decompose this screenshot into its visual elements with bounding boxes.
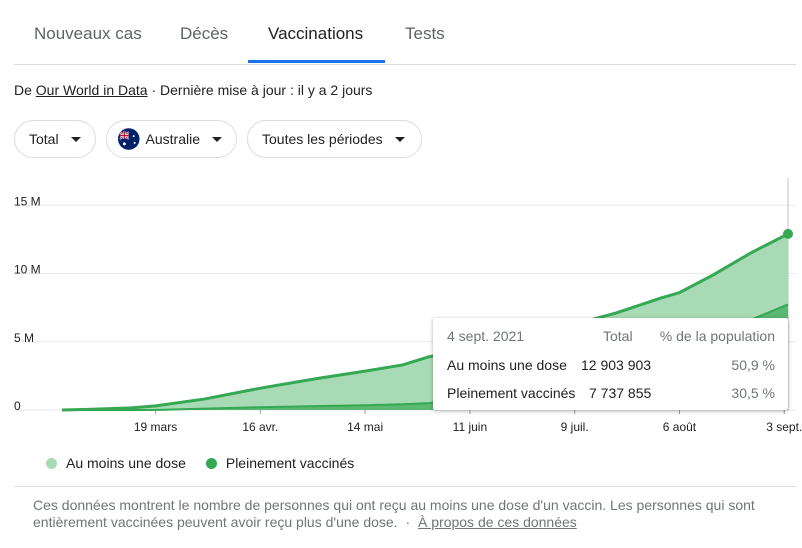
x-tick-label: 6 août [663,420,697,434]
tooltip-header: % de la population [659,328,775,344]
tooltip-percent: 30,5 % [731,385,775,401]
legend-swatch [46,457,57,469]
active-tab-indicator [248,60,385,63]
tooltip-date: 4 sept. 2021 [447,328,525,344]
tooltip-series: Pleinement vaccinés [447,385,576,401]
tooltip-total: 7 737 855 [589,385,652,401]
caret [70,136,81,142]
dropdown-label: Toutes les périodes [262,131,383,147]
x-tick-label: 14 mai [347,420,383,434]
caret [212,136,222,142]
dropdown-label: Australie [145,131,200,147]
footer-text: Ces données montrent le nombre de person… [33,497,755,530]
tooltip-percent: 50,9 % [731,357,775,373]
legend-swatch [205,457,217,469]
legend-label: Au moins une dose [66,455,186,471]
tooltip: 4 sept. 2021 Total % de la population Au… [433,318,788,410]
y-tick-label: 10 M [14,263,41,277]
legend-item[interactable]: Au moins une dose [46,455,186,471]
tab[interactable]: Nouveaux cas [34,24,142,43]
legend-label: Pleinement vaccinés [225,455,355,471]
metric-dropdown[interactable]: Total [14,120,96,158]
legend-item[interactable]: Pleinement vaccinés [205,455,355,471]
x-tick-label: 16 avr. [242,420,278,434]
tooltip-series: Au moins une dose [447,357,567,373]
tab[interactable]: Tests [405,24,445,43]
country-dropdown[interactable]: Australie [106,120,237,158]
source-link[interactable]: Our World in Data [35,82,148,98]
hover-dot [783,228,793,239]
footer: Ces données montrent le nombre de person… [33,497,793,531]
y-tick-label: 5 M [14,331,34,345]
x-tick-label: 3 sept. [766,420,802,434]
x-tick-label: 19 mars [134,420,177,434]
footer-separator-dot: · [405,514,411,530]
footer-separator [14,486,796,487]
y-tick-label: 15 M [14,194,41,208]
caret [394,136,405,142]
dropdown-label: Total [29,131,59,147]
tab[interactable]: Décès [180,24,229,43]
legend: Au moins une dose Pleinement vaccinés [46,455,354,471]
source-updated: · Dernière mise à jour : il y a 2 jours [151,82,373,98]
x-tick-label: 11 juin [453,420,487,434]
tooltip-total: 12 903 903 [581,357,652,373]
source-line: De Our World in Data · Dernière mise à j… [14,82,372,98]
tab[interactable]: Vaccinations [268,24,364,43]
y-tick-label: 0 [14,399,21,413]
x-tick-label: 9 juil. [561,420,589,434]
tab-separator [14,64,796,65]
period-dropdown[interactable]: Toutes les périodes [247,120,422,158]
source-prefix: De [14,82,32,98]
footer-link[interactable]: À propos de ces données [418,514,577,530]
flag [118,128,140,150]
tooltip-header: Total [603,328,633,344]
